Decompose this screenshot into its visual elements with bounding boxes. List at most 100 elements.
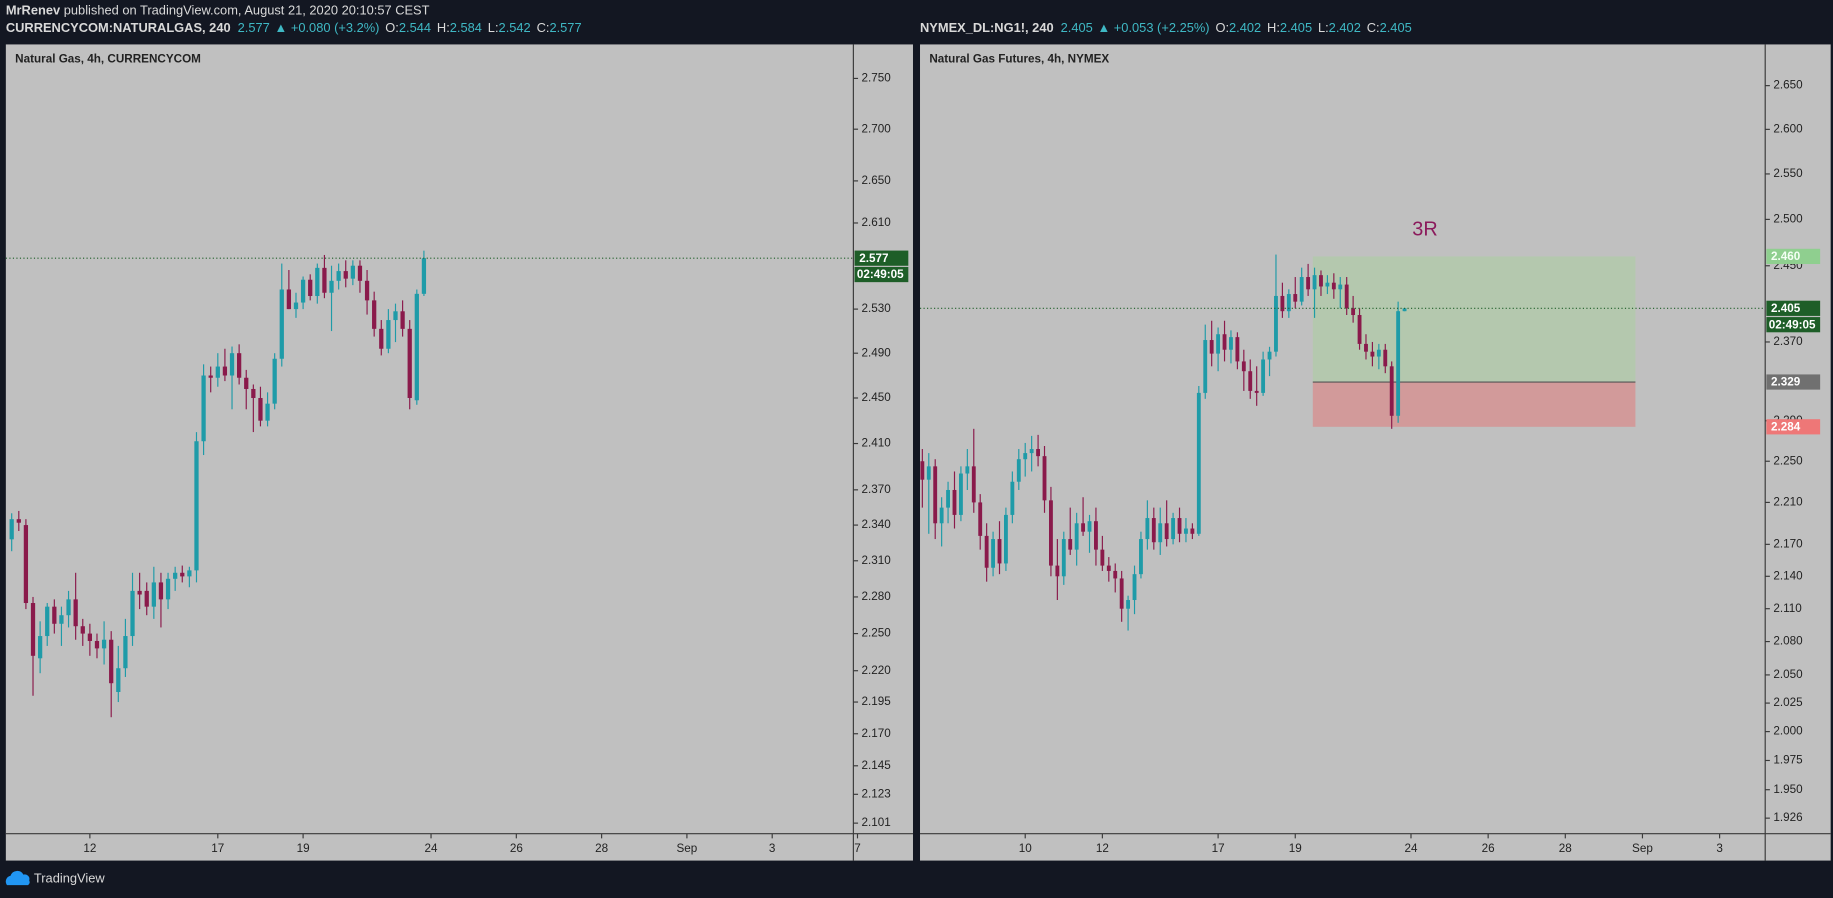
candle-body xyxy=(939,507,944,524)
ohlc-value: 2.577 xyxy=(549,21,581,36)
candle-body xyxy=(984,535,989,568)
y-tick-label: 1.975 xyxy=(1773,754,1803,767)
candle-body xyxy=(1113,570,1118,579)
y-tick-label: 2.050 xyxy=(1773,668,1803,681)
published: published on TradingView.com, August 21,… xyxy=(60,3,429,18)
candle-body xyxy=(180,572,185,577)
y-tick-label: 2.210 xyxy=(1773,496,1803,509)
chart-title: Natural Gas Futures, 4h, NYMEX xyxy=(929,53,1109,66)
x-tick-label: 28 xyxy=(1559,842,1572,855)
candle-body xyxy=(1106,565,1111,571)
candle-body xyxy=(279,289,284,359)
candle-body xyxy=(1151,518,1156,543)
y-tick-label: 2.250 xyxy=(862,627,892,640)
candle-body xyxy=(123,636,128,669)
candle-body xyxy=(1286,294,1291,312)
y-tick-label: 2.490 xyxy=(862,346,892,359)
ohlc-value: 2.405 xyxy=(1280,21,1312,36)
candle-body xyxy=(350,265,355,279)
candle-body xyxy=(414,293,419,401)
candle-body xyxy=(1171,518,1176,540)
candle-body xyxy=(379,328,384,349)
y-tick-label: 2.170 xyxy=(862,727,892,740)
y-tick-label: 2.500 xyxy=(1773,212,1803,225)
ohlc-value: 2.542 xyxy=(499,21,531,36)
ohlc-value: 2.544 xyxy=(399,21,431,36)
ohlc-value: 2.402 xyxy=(1329,21,1361,36)
stop-zone xyxy=(1312,382,1636,427)
candle-body xyxy=(1319,275,1323,287)
candle-body xyxy=(1376,349,1381,357)
candle-body xyxy=(23,525,29,604)
candle-body xyxy=(173,572,178,579)
candle-body xyxy=(308,279,313,297)
y-tick-label: 2.650 xyxy=(862,174,892,187)
y-tick-label: 2.000 xyxy=(1773,725,1803,738)
candle-body xyxy=(1274,295,1278,352)
candle-body xyxy=(1357,315,1362,344)
candle-body xyxy=(1145,518,1150,540)
last-price-tag-box xyxy=(1766,300,1821,316)
candle-body xyxy=(293,302,299,310)
candle-body xyxy=(1338,284,1343,290)
logo-icon xyxy=(5,870,30,886)
candle-body xyxy=(9,519,14,540)
candle-body xyxy=(165,578,171,600)
candle-body xyxy=(30,603,36,656)
y-tick-label: 2.370 xyxy=(1773,335,1803,348)
y-tick-label: 2.220 xyxy=(862,664,892,677)
candle-body xyxy=(1248,371,1253,391)
candle-body xyxy=(137,590,142,595)
x-tick-label: 24 xyxy=(1404,842,1417,855)
candle-body xyxy=(1055,565,1060,577)
last-price: 2.405 xyxy=(1061,21,1093,36)
ohlc-label: C: xyxy=(537,21,550,36)
candle-body xyxy=(1100,549,1105,566)
candle-body xyxy=(1216,334,1221,354)
candle-body xyxy=(94,640,100,649)
candle-body xyxy=(1402,308,1407,312)
x-tick-label: Sep xyxy=(677,842,698,855)
ohlc-label: H: xyxy=(1267,21,1280,36)
candle-body xyxy=(1049,500,1053,566)
target-zone xyxy=(1312,256,1636,383)
candle-body xyxy=(1267,351,1272,360)
candle-body xyxy=(208,375,213,378)
candle-body xyxy=(952,489,957,515)
author: MrRenev xyxy=(6,3,61,18)
y-tick-label: 2.550 xyxy=(1773,167,1803,180)
candle-body xyxy=(158,582,164,600)
x-tick-label: Sep xyxy=(1632,842,1653,855)
symbol: NYMEX_DL:NG1!, 240 xyxy=(920,21,1054,36)
y-tick-label: 2.340 xyxy=(862,518,892,531)
candle-body xyxy=(52,606,57,624)
candle-body xyxy=(1293,294,1298,302)
tradingview-logo: TradingView xyxy=(5,870,105,886)
candle-body xyxy=(1164,523,1169,540)
candle-body xyxy=(1280,295,1285,312)
candle-body xyxy=(926,466,931,480)
candle-body xyxy=(1074,523,1079,550)
target-price: 2.460 xyxy=(1771,250,1801,263)
candle-body xyxy=(1119,578,1124,609)
candle-body xyxy=(1010,481,1015,515)
candle-body xyxy=(300,279,306,303)
candle-body xyxy=(1241,361,1246,372)
candle-body xyxy=(1306,277,1311,290)
candle-body xyxy=(386,320,391,349)
candle-body xyxy=(1203,340,1208,393)
candle-body xyxy=(1344,284,1349,309)
last-price-tag-box xyxy=(854,250,909,266)
ohlc-label: H: xyxy=(437,21,450,36)
candle-body xyxy=(393,311,398,321)
candle-body xyxy=(1229,337,1233,350)
candle-body xyxy=(244,377,249,389)
candle-body xyxy=(1222,334,1227,350)
candle-body xyxy=(1042,456,1047,501)
countdown: 02:49:05 xyxy=(1769,318,1816,331)
candle-body xyxy=(946,489,950,508)
candle-body xyxy=(1081,523,1086,532)
ohlc-value: 2.402 xyxy=(1229,21,1261,36)
symbol-bar: CURRENCYCOM:NATURALGAS, 240 2.577 ▲ +0.080… xyxy=(6,21,582,36)
countdown-box xyxy=(1766,317,1821,333)
